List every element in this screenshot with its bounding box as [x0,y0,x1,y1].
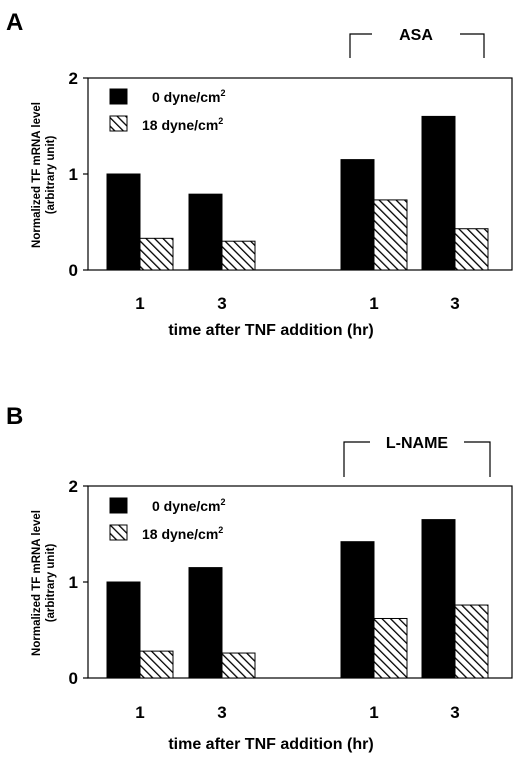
y-tick-label: 2 [69,69,78,88]
bar [106,581,141,679]
y-axis-label-line1: Normalized TF mRNA level [31,102,43,248]
bracket-label: ASA [399,27,433,44]
bar [139,237,174,271]
bar [454,604,489,679]
legend-swatch-hatched [109,115,128,132]
bracket: ASA [349,27,485,58]
panel-b: B L-NAME Normalized TF mRNA level (arbit… [6,403,513,753]
bracket: L-NAME [343,435,491,477]
bar [188,567,223,679]
y-axis-label-line2: (arbitrary unit) [45,544,57,623]
y-tick-label: 1 [69,165,78,184]
legend-label: 0 dyne/cm2 [152,497,226,514]
bar [421,115,456,271]
panel-a: A ASA Normalized TF mRNA level (arbitrar… [6,9,513,339]
legend-label: 18 dyne/cm2 [142,525,223,542]
bar [421,519,456,679]
bar [188,193,223,271]
panel-letter: B [6,403,23,430]
x-tick-label: 3 [217,703,226,722]
y-axis-label: Normalized TF mRNA level (arbitrary unit… [31,510,57,656]
legend-swatch-solid [109,497,128,514]
legend: 0 dyne/cm2 18 dyne/cm2 [109,88,226,133]
y-axis-label-line1: Normalized TF mRNA level [31,510,43,656]
bar [373,199,408,271]
x-axis-label: time after TNF addition (hr) [168,322,373,339]
x-tick-label: 1 [369,703,378,722]
bar [340,541,375,679]
y-axis-label-line2: (arbitrary unit) [45,136,57,215]
bar [454,228,489,271]
legend-swatch-solid [109,88,128,105]
bracket-label: L-NAME [386,435,449,452]
x-tick-label: 3 [450,294,459,313]
x-tick-label: 3 [450,703,459,722]
bar [139,650,174,679]
legend-label: 18 dyne/cm2 [142,116,223,133]
bar [340,159,375,271]
legend: 0 dyne/cm2 18 dyne/cm2 [109,497,226,542]
y-tick-label: 0 [69,261,78,280]
bar [221,652,256,679]
legend-label: 0 dyne/cm2 [152,88,226,105]
y-tick-label: 1 [69,573,78,592]
x-axis-label: time after TNF addition (hr) [168,736,373,753]
y-axis-label: Normalized TF mRNA level (arbitrary unit… [31,102,57,248]
panel-letter: A [6,9,23,36]
bar [106,173,141,271]
x-tick-label: 1 [369,294,378,313]
y-tick-label: 0 [69,669,78,688]
x-tick-label: 1 [135,703,144,722]
legend-swatch-hatched [109,524,128,541]
bar [221,240,256,271]
x-tick-label: 3 [217,294,226,313]
y-tick-label: 2 [69,477,78,496]
bar [373,617,408,679]
x-tick-label: 1 [135,294,144,313]
